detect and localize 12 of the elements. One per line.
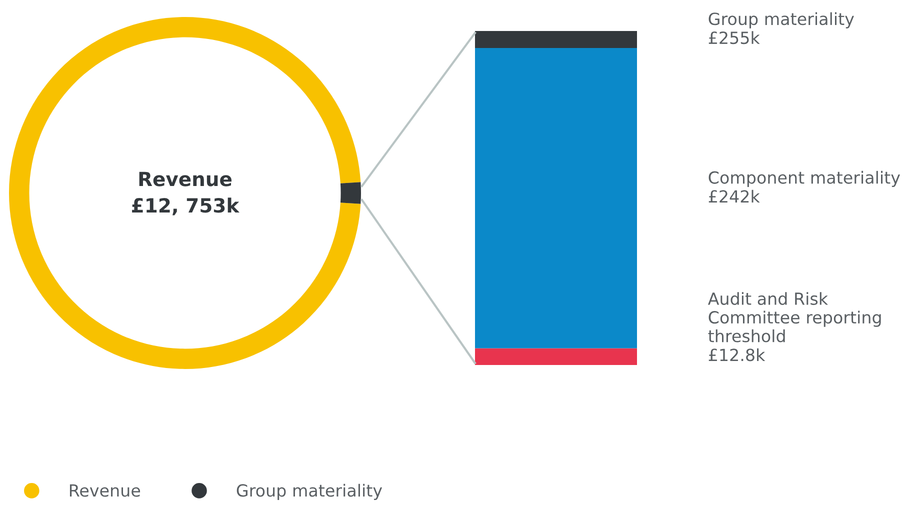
- text: Group materiality: [708, 12, 854, 28]
- legend-label: Group materiality: [236, 484, 382, 500]
- text: Revenue: [139, 172, 232, 186]
- donut-slice: [9, 17, 361, 369]
- text: Audit and Risk Committee reporting threshold: [708, 292, 881, 342]
- donut-slice: [340, 182, 361, 204]
- text: £12, 753k: [132, 198, 240, 216]
- text: £242k: [708, 190, 760, 202]
- text: £12.8k: [708, 348, 766, 362]
- text: £255k: [708, 31, 760, 44]
- text: Component materiality: [708, 170, 900, 188]
- legend-label: Revenue: [70, 484, 140, 497]
